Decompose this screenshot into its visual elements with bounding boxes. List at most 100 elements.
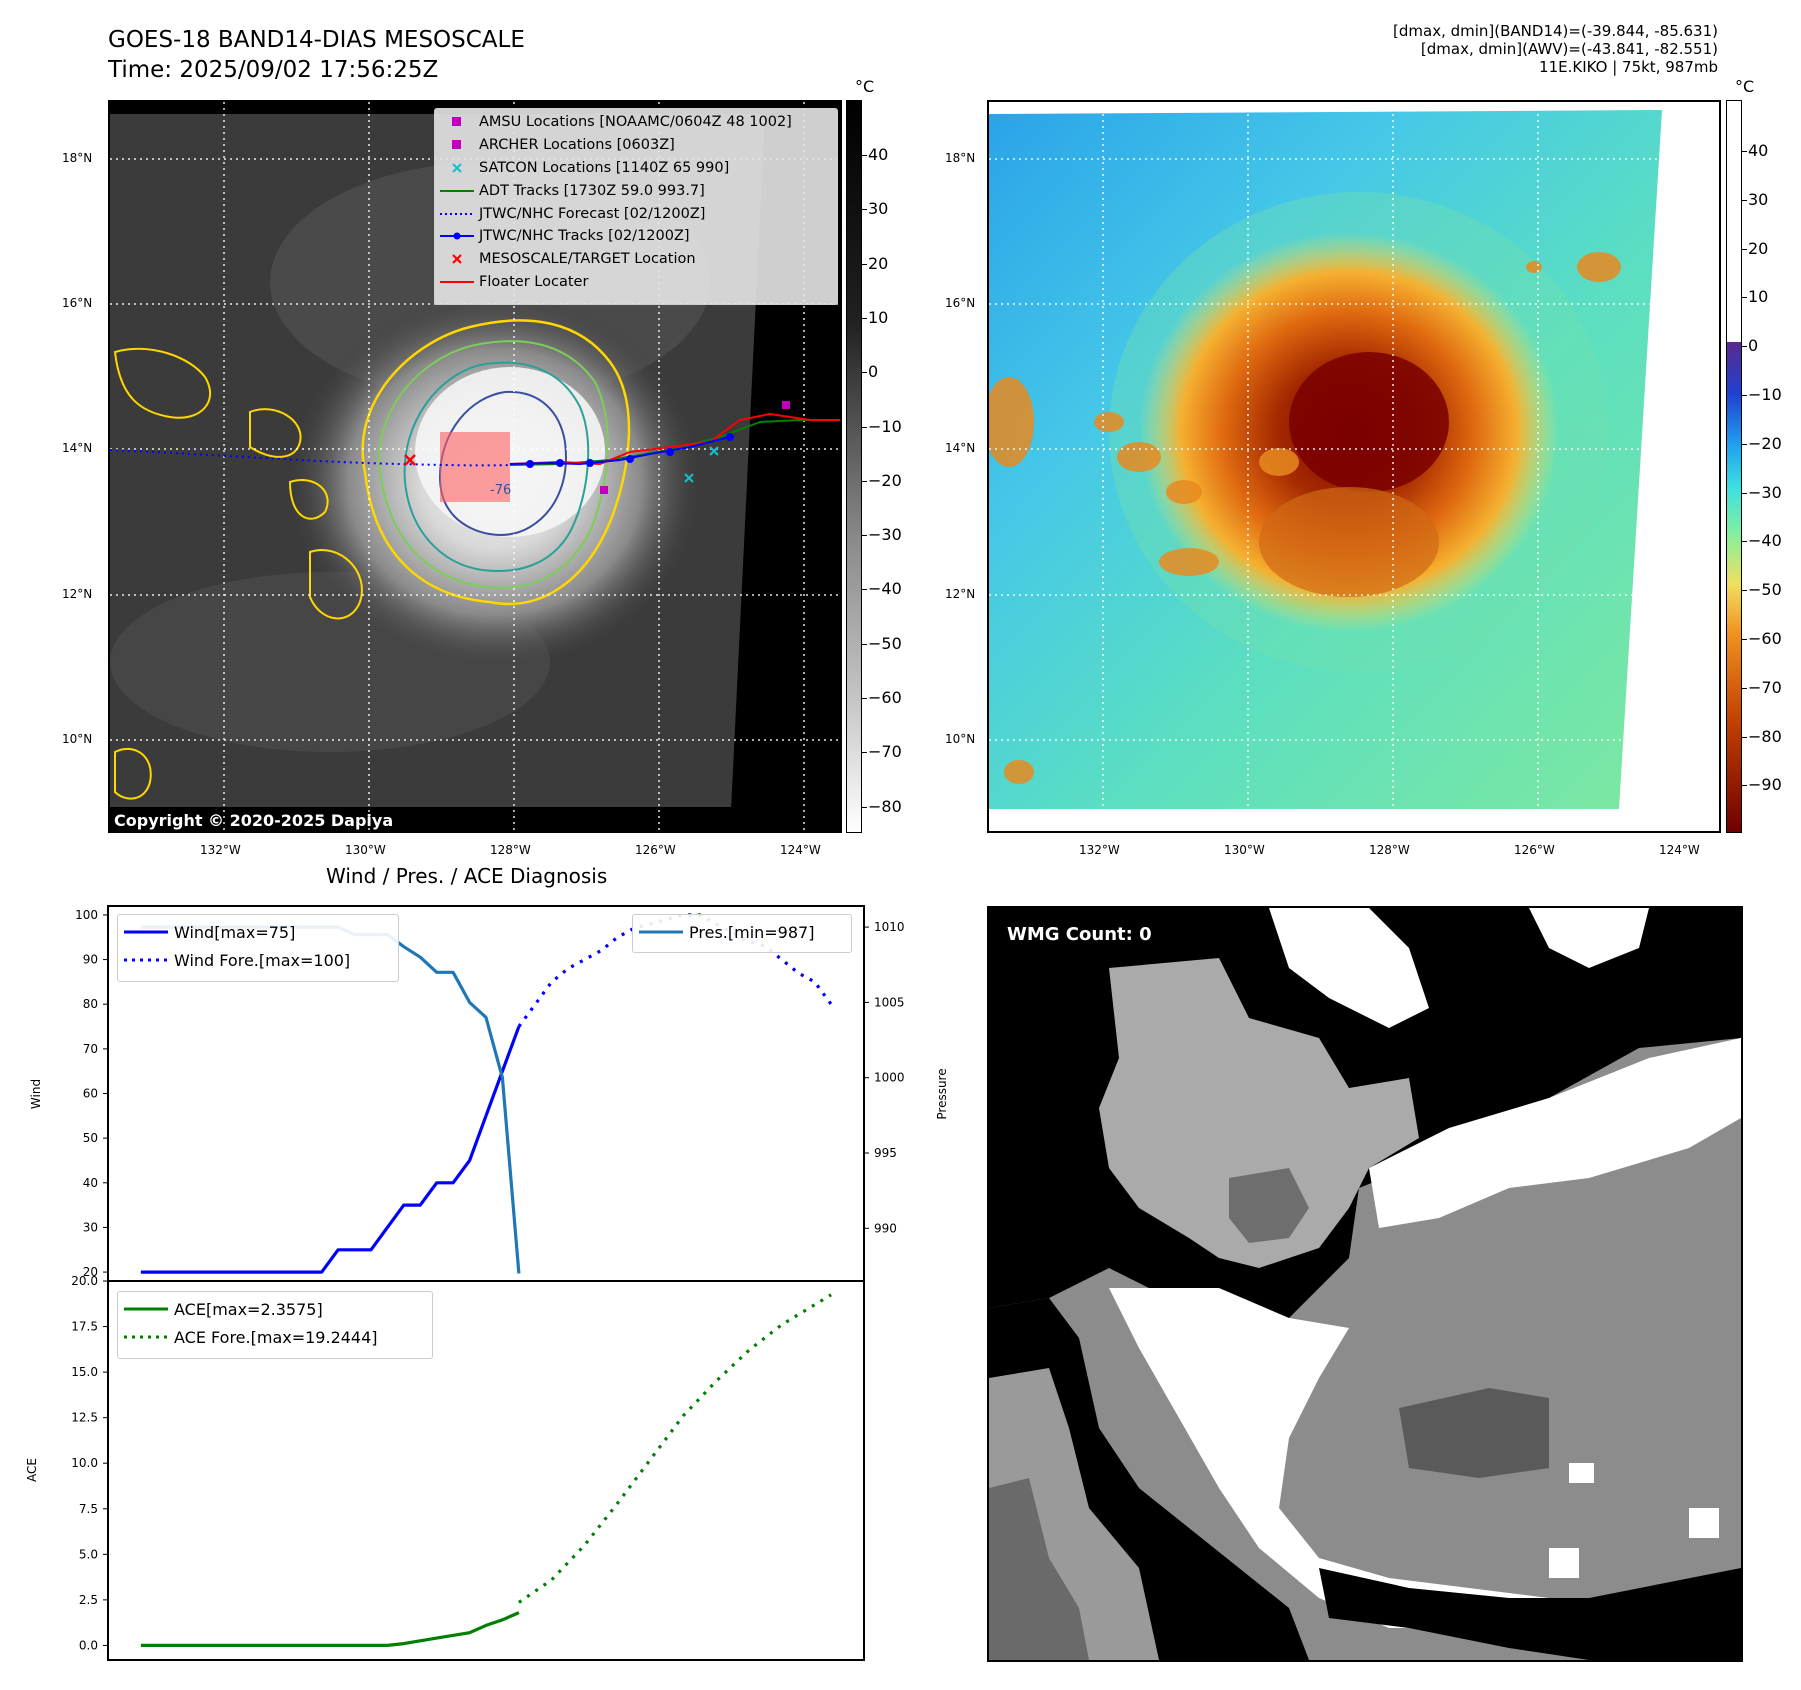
colorbar-tick-label: −10 (1748, 385, 1782, 404)
legend-item-forecast: JTWC/NHC Forecast [02/1200Z] (435, 202, 837, 225)
y-tick-label: 1000 (874, 1071, 905, 1085)
colorbar-tick-mark (862, 209, 867, 211)
legend-item-mesoscale: MESOSCALE/TARGET Location (435, 248, 837, 271)
legend-label: ADT Tracks [1730Z 59.0 993.7] (479, 182, 705, 199)
colorbar-tick-label: −80 (868, 796, 902, 816)
y-tick-label: 5.0 (79, 1547, 98, 1561)
figure-title-line1: GOES-18 BAND14-DIAS MESOSCALE (108, 27, 525, 53)
pressure-legend: Pres.[min=987] (632, 914, 852, 953)
colorbar-tick-mark (1742, 199, 1747, 201)
colorbar-tick-mark (1742, 346, 1747, 348)
ace-axis-label: ACE (25, 1458, 39, 1482)
colorbar-tick-label: −90 (1748, 775, 1782, 795)
legend-item-amsu: AMSU Locations [NOAAMC/0604Z 48 1002] (435, 111, 837, 134)
y-tick-label: 1010 (874, 920, 905, 934)
ir-color-map[interactable] (987, 100, 1721, 833)
colorbar-tick-mark (1742, 639, 1747, 640)
colorbar-tick-mark (862, 426, 867, 428)
legend-label: Wind Fore.[max=100] (174, 950, 351, 970)
legend-item-floater: Floater Locater (435, 271, 837, 294)
colorbar-tick-mark (862, 263, 867, 265)
colorbar-tick-mark (1742, 492, 1747, 494)
colorbar-tick-mark (1742, 395, 1747, 396)
line-dot-icon (435, 231, 479, 241)
colorbar-tick-mark (1742, 248, 1747, 250)
lon-tick: 128°W (490, 843, 531, 857)
series-line-1 (484, 1025, 521, 1117)
y-tick-label: 995 (874, 1146, 897, 1160)
x-marker-icon (435, 254, 479, 264)
legend-item-ace-forecast: ACE Fore.[max=19.2444] (118, 1323, 432, 1351)
colorbar-tick-mark (862, 480, 867, 482)
colorbar-tick-label: 10 (868, 307, 889, 327)
colorbar-unit-gray: °C (855, 77, 875, 96)
lon-tick: 132°W (200, 843, 241, 857)
colorbar-tick-mark (1742, 785, 1747, 787)
colorbar-tick-label: −40 (868, 579, 902, 599)
contour-label: -76 (490, 483, 511, 498)
colorbar-tick-label: −50 (1748, 580, 1782, 600)
y-tick-label: 15.0 (71, 1365, 98, 1379)
y-tick-label: 40 (83, 1176, 98, 1190)
stats-line-storm: 11E.KIKO | 75kt, 987mb (1539, 58, 1718, 76)
colorbar-tick-label: 10 (1748, 287, 1769, 307)
series-line-1 (517, 1293, 832, 1604)
legend-label: ACE Fore.[max=19.2444] (174, 1327, 378, 1347)
line-marker-icon (118, 1306, 174, 1312)
lon-tick: 132°W (1079, 843, 1120, 857)
y-tick-label: 30 (83, 1220, 98, 1234)
colorbar-tick-label: −40 (1748, 531, 1782, 551)
legend-item-wind-forecast: Wind Fore.[max=100] (118, 946, 398, 974)
colorbar-tick-label: −20 (1748, 433, 1782, 453)
y-tick-label: 0.0 (79, 1638, 98, 1652)
floater-box (440, 432, 510, 502)
ace-series (140, 1293, 832, 1648)
wind-axis-label: Wind (29, 1079, 43, 1109)
y-tick-label: 20.0 (71, 1274, 98, 1288)
wind-legend: Wind[max=75] Wind Fore.[max=100] (117, 914, 399, 982)
legend-item-adt: ADT Tracks [1730Z 59.0 993.7] (435, 179, 837, 202)
y-tick-label: 90 (83, 953, 98, 967)
colorbar-unit-color: °C (1735, 77, 1755, 96)
colorbar-tick-mark (862, 589, 867, 591)
colorbar-tick-mark (1742, 297, 1747, 299)
y-tick-label: 990 (874, 1221, 897, 1235)
line-marker-icon (118, 929, 174, 935)
colorbar-tick-mark (1742, 590, 1747, 592)
lon-tick: 130°W (1224, 843, 1265, 857)
ir-grayscale-map[interactable]: -76 AMSU Locations [NOAAMC/0604Z 48 1002… (108, 100, 842, 833)
colorbar-tick-label: 20 (868, 253, 889, 273)
y-tick-label: 60 (83, 1087, 98, 1101)
colorbar-tick-mark (862, 643, 867, 645)
colorbar-tick-mark (862, 752, 867, 754)
dotted-line-icon (118, 1334, 174, 1340)
line-marker-icon (435, 279, 479, 285)
legend-label: SATCON Locations [1140Z 65 990] (479, 159, 730, 176)
line-marker-icon (633, 929, 689, 935)
legend-label: ACE[max=2.3575] (174, 1299, 323, 1319)
colorbar-tick-label: −70 (868, 742, 902, 762)
legend-label: Floater Locater (479, 273, 589, 290)
colorbar-tick-mark (1742, 687, 1747, 689)
series-line-0 (140, 1115, 488, 1274)
y-tick-label: 12.5 (71, 1411, 98, 1425)
lat-tick: 12°N (62, 587, 93, 601)
legend-label: MESOSCALE/TARGET Location (479, 251, 696, 268)
wmg-image (989, 908, 1741, 1660)
chart-ticks: 100 90 80 70 60 50 40 30 20 1010 1005 1000 995 990 20.… (71, 908, 904, 1652)
colorbar-tick-label: −80 (1748, 726, 1782, 746)
lat-tick: 18°N (945, 151, 976, 165)
lat-tick: 14°N (62, 441, 93, 455)
legend-label: AMSU Locations [NOAAMC/0604Z 48 1002] (479, 114, 792, 131)
y-tick-label: 70 (83, 1042, 98, 1056)
map-legend: AMSU Locations [NOAAMC/0604Z 48 1002] AR… (434, 108, 838, 305)
lat-tick: 18°N (62, 151, 93, 165)
y-tick-label: 50 (83, 1131, 98, 1145)
colorbar-tick-mark (862, 806, 867, 808)
colorbar-tick-label: 30 (1748, 189, 1769, 209)
copyright-text: Copyright © 2020-2025 Dapiya (114, 811, 394, 830)
dotted-line-icon (435, 211, 479, 217)
colorbar-tick-label: −30 (868, 525, 902, 545)
legend-item-archer: ARCHER Locations [0603Z] (435, 134, 837, 157)
wmg-panel[interactable]: WMG Count: 0 (987, 906, 1743, 1662)
